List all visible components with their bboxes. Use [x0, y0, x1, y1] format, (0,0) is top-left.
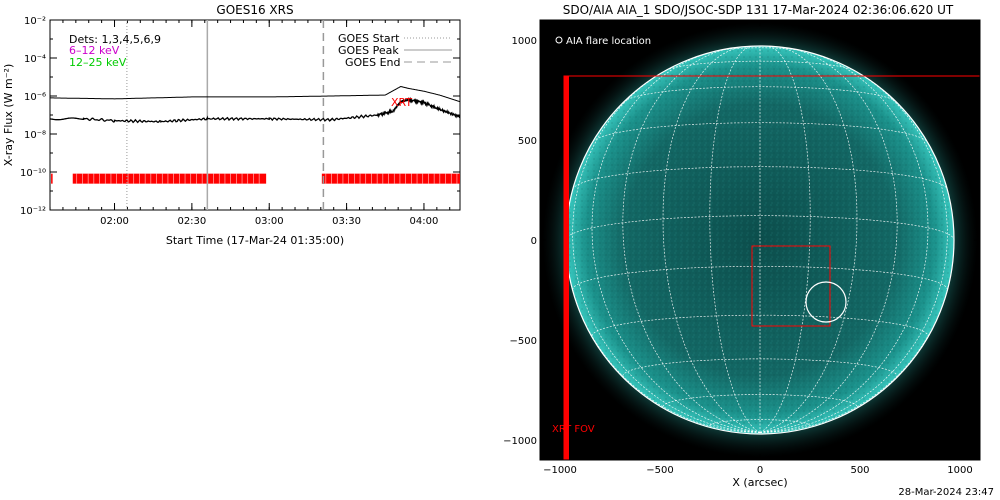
- grid-line: [759, 47, 898, 433]
- goes-x-tick-label: 03:30: [332, 216, 361, 227]
- grid-line: [572, 166, 948, 190]
- legend-goes-start: GOES Start: [338, 32, 400, 45]
- goes-y-axis-label: X-ray Flux (W m⁻²): [2, 64, 15, 166]
- grid-line: [622, 47, 761, 433]
- goes-y-tick-label: 10⁻¹⁰: [20, 168, 46, 179]
- goes-flux-series: [50, 86, 461, 103]
- grid-line: [623, 86, 897, 102]
- goes-y-tick-label: 10⁻⁴: [24, 54, 46, 65]
- grid-line: [662, 46, 761, 433]
- grid-line: [759, 46, 858, 433]
- aia-y-tick-label: −1000: [503, 436, 537, 447]
- aia-y-tick-label: −500: [510, 336, 537, 347]
- aia-x-tick-label: 0: [757, 465, 763, 476]
- legend-goes-peak: GOES Peak: [338, 44, 399, 57]
- goes-y-tick-label: 10⁻²: [24, 16, 46, 27]
- grid-line: [709, 419, 811, 426]
- xrt-fov-edge: [564, 76, 569, 460]
- aia-flare-location-circle: [805, 281, 847, 323]
- xrt-coverage-bar: [321, 173, 460, 184]
- aia-x-tick-label: 1000: [947, 465, 972, 476]
- aia-legend-label: AIA flare location: [566, 36, 651, 47]
- aia-x-tick-label: −1000: [543, 465, 577, 476]
- aia-image-chart: SDO/AIA AIA_1 SDO/JSOC-SDP 131 17-Mar-20…: [503, 3, 981, 489]
- goes-title: GOES16 XRS: [216, 3, 293, 17]
- grid-line: [759, 51, 929, 433]
- aia-y-tick-label: 500: [518, 136, 537, 147]
- grid-line: [565, 239, 761, 433]
- aia-x-tick-label: 500: [850, 465, 869, 476]
- xrt-coverage-bar: [51, 173, 53, 184]
- aia-x-axis-label: X (arcsec): [732, 476, 787, 489]
- legend-goes-end: GOES End: [345, 56, 401, 69]
- flare-region-box: [751, 245, 831, 327]
- goes-xrt-label: XRT: [391, 96, 412, 109]
- goes-x-tick-label: 04:00: [410, 216, 439, 227]
- aia-sun-image: [542, 22, 978, 458]
- grid-line: [591, 51, 761, 433]
- goes-flux-series: [49, 96, 461, 124]
- goes-y-tick-label: 10⁻⁸: [24, 130, 46, 141]
- goes-band1-label: 6–12 keV: [69, 44, 120, 57]
- aia-y-tick-label: 1000: [512, 36, 537, 47]
- aia-title: SDO/AIA AIA_1 SDO/JSOC-SDP 131 17-Mar-20…: [563, 3, 954, 17]
- goes-band2-label: 12–25 keV: [69, 56, 127, 69]
- goes-x-tick-label: 02:30: [177, 216, 206, 227]
- grid-line: [759, 45, 811, 433]
- aia-y-tick-label: 0: [531, 236, 537, 247]
- goes-dets-label: Dets: 1,3,4,5,6,9: [69, 33, 161, 46]
- grid-line: [565, 215, 955, 241]
- goes-x-axis-label: Start Time (17-Mar-24 01:35:00): [166, 234, 344, 247]
- timestamp: 28-Mar-2024 23:47: [898, 487, 994, 498]
- xrt-coverage-bar: [72, 173, 267, 184]
- grid-line: [709, 45, 761, 433]
- goes-x-tick-label: 03:00: [255, 216, 284, 227]
- goes-y-tick-label: 10⁻⁶: [24, 92, 46, 103]
- grid-line: [716, 47, 804, 52]
- goes-legend: GOES Start GOES Peak GOES End: [338, 32, 452, 69]
- aia-fov-label: XRT FOV: [552, 424, 595, 435]
- aia-x-tick-label: −500: [646, 465, 673, 476]
- goes-xrs-chart: GOES16 XRS X-ray Flux (W m⁻²) Start Time…: [2, 3, 461, 247]
- grid-line: [759, 239, 955, 433]
- goes-x-tick-label: 02:00: [100, 216, 129, 227]
- goes-y-tick-label: 10⁻¹²: [20, 206, 46, 217]
- aia-legend-circle-icon: [555, 36, 563, 44]
